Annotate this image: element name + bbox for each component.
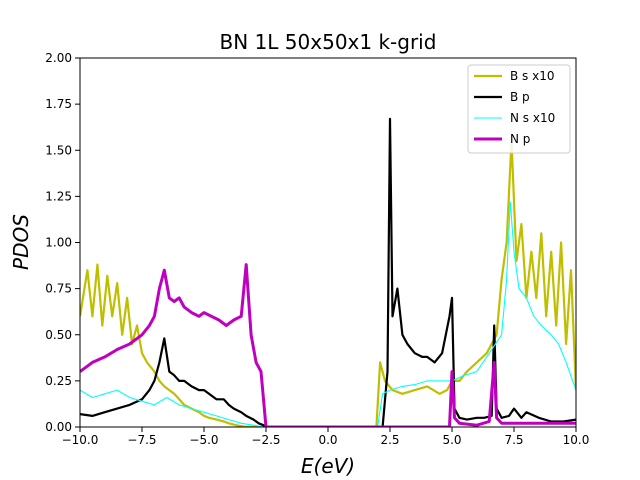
y-tick-label: 1.25: [45, 189, 72, 203]
x-tick-label: −5.0: [189, 433, 218, 447]
x-tick-label: 10.0: [563, 433, 590, 447]
y-tick-label: 1.50: [45, 143, 72, 157]
y-axis-label: PDOS: [9, 214, 33, 270]
x-tick-label: 0.0: [318, 433, 337, 447]
x-tick-label: 7.5: [504, 433, 523, 447]
x-tick-label: −10.0: [62, 433, 99, 447]
x-axis-label: E(eV): [301, 454, 355, 478]
series-line-3: [80, 201, 576, 427]
legend-box: [467, 64, 571, 154]
legend-label-2: B p: [510, 90, 530, 104]
y-tick-label: 1.00: [45, 236, 72, 250]
x-tick-label: −7.5: [127, 433, 156, 447]
y-tick-label: 2.00: [45, 51, 72, 65]
series-line-4: [80, 263, 576, 427]
series-line-1: [80, 139, 576, 427]
plot-frame: [79, 57, 577, 428]
x-tick-label: 2.5: [380, 433, 399, 447]
y-tick-label: 0.25: [45, 374, 72, 388]
chart-title: BN 1L 50x50x1 k-grid: [220, 30, 437, 54]
x-tick-label: −2.5: [251, 433, 280, 447]
legend: B s x10 B p N s x10 N p: [467, 64, 571, 154]
y-tick-label: 1.75: [45, 97, 72, 111]
legend-label-4: N p: [510, 132, 530, 146]
x-tick-label: 5.0: [442, 433, 461, 447]
legend-label-3: N s x10: [510, 111, 555, 125]
y-tick-label: 0.50: [45, 328, 72, 342]
series-line-2: [80, 117, 576, 427]
y-tick-label: 0.75: [45, 282, 72, 296]
y-tick-label: 0.00: [45, 420, 72, 434]
legend-label-1: B s x10: [510, 69, 554, 83]
